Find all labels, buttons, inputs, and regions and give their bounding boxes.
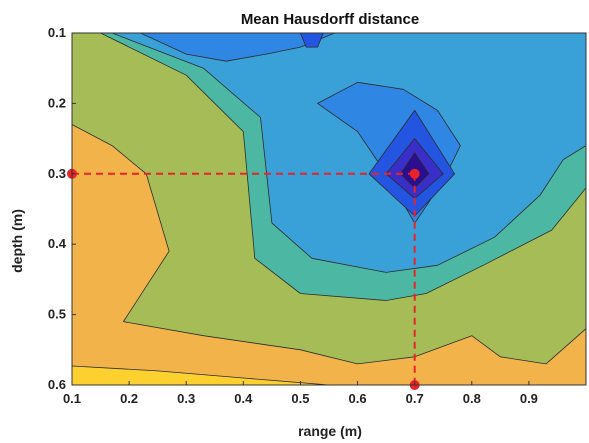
x-tick-label: 0.8 (463, 391, 481, 406)
contour-level-8 (299, 33, 324, 48)
x-tick-label: 0.5 (291, 391, 309, 406)
axis-ticks: 0.1 0.2 0.3 0.4 0.5 0.6 0.7 0.8 0.9 0.1 0.2 0.3 0.4 0… (48, 25, 538, 406)
y-tick-label: 0.5 (48, 307, 66, 322)
plot-frame (71, 32, 587, 386)
x-axis-label: range (m) (298, 423, 362, 439)
y-tick-label: 0.3 (48, 166, 66, 181)
contour-level-5 (111, 33, 586, 273)
y-tick-label: 0.6 (48, 377, 66, 392)
x-tick-label: 0.2 (120, 391, 138, 406)
y-tick-label: 0.2 (48, 95, 66, 110)
y-axis-label: depth (m) (9, 209, 25, 273)
y-tick-label: 0.4 (48, 236, 67, 251)
contour-level-2 (72, 124, 586, 385)
highlight-point (409, 168, 420, 179)
x-tick-label: 0.9 (520, 391, 538, 406)
x-tick-label: 0.4 (234, 391, 253, 406)
x-tick-label: 0.7 (406, 391, 424, 406)
contour-level-6 (140, 33, 336, 62)
x-tick-label: 0.3 (177, 391, 195, 406)
x-tick-label: 0.1 (63, 391, 81, 406)
chart-title: Mean Hausdorff distance (241, 11, 419, 28)
contour-fill-layer (72, 33, 586, 385)
y-tick-label: 0.1 (48, 25, 66, 40)
contour-level-3 (72, 365, 330, 385)
x-tick-label: 0.6 (349, 391, 367, 406)
